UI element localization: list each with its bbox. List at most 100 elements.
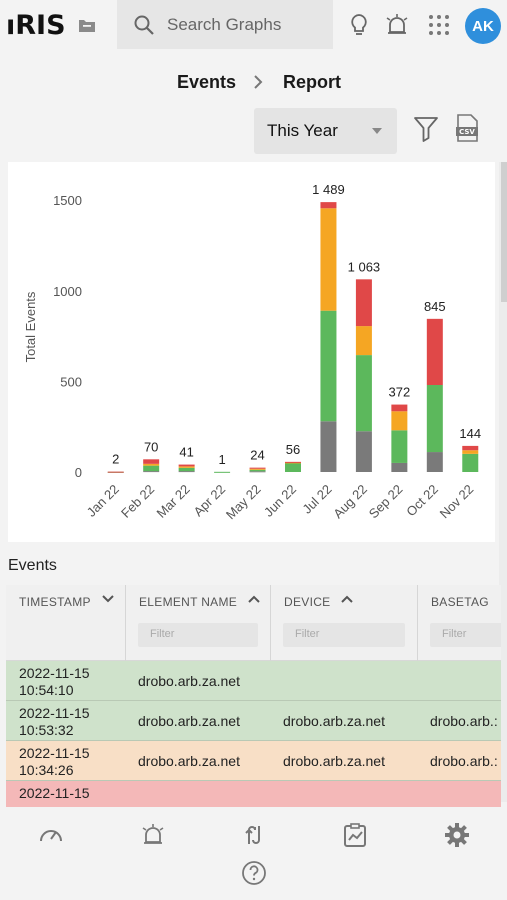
bar-segment [285,462,301,472]
element-name-cell: drobo.arb.za.net [138,753,240,769]
bar-segment [462,450,479,454]
x-tick-label: Sep 22 [366,482,406,522]
chevron-up-icon[interactable] [248,594,260,604]
y-tick-label: 0 [75,465,82,480]
bar-total-label: 24 [250,448,264,463]
basetag-filter[interactable]: Filter [430,623,501,647]
bar-segment [249,467,266,469]
period-value: This Year [267,121,338,140]
dashboard-gauge-icon[interactable] [38,822,64,848]
scrollbar-thumb[interactable] [501,162,507,302]
timestamp-date: 2022-11-15 [19,785,90,801]
bar-segment [143,463,160,466]
bar-total-label: 2 [112,452,119,467]
chevron-right-icon [254,75,263,89]
x-tick-label: Jul 22 [299,482,334,517]
timestamp-date: 2022-11-15 [19,705,90,721]
bar-segment [426,385,443,453]
search-placeholder: Search Graphs [167,15,282,34]
bar-segment [143,459,160,464]
bar-segment [178,467,195,472]
bar-total-label: 1 489 [312,182,345,197]
device-filter[interactable]: Filter [283,623,405,647]
filter-icon[interactable] [413,115,439,143]
chevron-up-icon[interactable] [341,594,353,604]
bar-segment [355,431,372,472]
table-header: TIMESTAMP ELEMENT NAME Filter DEVICE Fil… [6,585,501,661]
bar-segment [285,461,301,463]
bar-total-label: 70 [144,439,158,454]
timestamp-date: 2022-11-15 [19,665,90,681]
bar-total-label: 144 [459,426,481,441]
bar-segment [320,202,337,209]
column-title: TIMESTAMP [19,595,91,609]
bar-total-label: 56 [286,442,300,457]
help-icon[interactable] [241,860,267,886]
period-select[interactable]: This Year [254,108,397,154]
timestamp-time: 10:54:10 [19,682,74,698]
folder-icon[interactable] [77,15,97,35]
x-tick-label: Aug 22 [330,482,370,522]
bar-segment [391,404,408,412]
bar-segment [214,471,231,473]
timestamp-time: 10:53:32 [19,722,74,738]
column-element-name[interactable]: ELEMENT NAME Filter [126,585,271,661]
breadcrumb-events[interactable]: Events [177,72,237,92]
y-axis-label: Total Events [23,291,38,362]
x-tick-label: May 22 [223,482,264,523]
column-basetag[interactable]: BASETAG Filter [418,585,501,661]
column-title: ELEMENT NAME [139,595,238,609]
bar-segment [178,466,195,468]
bar-total-label: 41 [179,445,193,460]
bar-segment [320,310,337,422]
table-row[interactable]: 2022-11-15 [6,781,501,807]
column-title: BASETAG [431,595,489,609]
element-name-cell: drobo.arb.za.net [138,713,240,729]
column-timestamp[interactable]: TIMESTAMP [6,585,126,661]
column-device[interactable]: DEVICE Filter [271,585,418,661]
chevron-down-icon[interactable] [102,594,114,604]
basetag-cell: drobo.arb.: [430,713,498,729]
events-bar-chart: 0 500 1000 1500 Total Events 2 Jan 22 70 Feb 22 4… [23,182,481,523]
bar-total-label: 372 [389,385,411,400]
apps-grid-icon[interactable] [426,12,452,38]
x-tick-label: Jun 22 [261,482,299,520]
bar-segment [426,452,443,472]
table-row[interactable]: 2022-11-15 10:53:32 drobo.arb.za.net drobo.… [6,701,501,741]
bar-segment [143,465,160,472]
alarm-icon[interactable] [384,12,410,38]
iris-logo[interactable]: ıRIS [6,10,66,41]
bar-segment [355,279,372,327]
basetag-cell: drobo.arb.: [430,753,498,769]
bar-segment [143,471,160,473]
user-avatar[interactable]: AK [465,8,501,44]
x-tick-label: Nov 22 [437,482,477,522]
bar-segment [355,355,372,432]
events-table: TIMESTAMP ELEMENT NAME Filter DEVICE Fil… [6,585,501,807]
caret-down-icon [372,128,382,134]
table-row[interactable]: 2022-11-15 10:34:26 drobo.arb.za.net drobo.… [6,741,501,781]
device-cell: drobo.arb.za.net [283,753,385,769]
y-tick-label: 500 [60,374,82,389]
csv-export-icon[interactable]: CSV [455,113,479,143]
element-name-filter[interactable]: Filter [138,623,258,647]
alarm-icon[interactable] [140,822,166,848]
events-chart: 0 500 1000 1500 Total Events 2 Jan 22 70 Feb 22 4… [8,162,495,542]
x-tick-label: Jan 22 [84,482,122,520]
bar-segment [249,469,266,472]
flows-icon[interactable] [241,822,267,848]
events-section-title: Events [8,557,57,574]
scrollbar-track[interactable] [499,162,507,802]
filter-placeholder: Filter [295,628,320,640]
filter-placeholder: Filter [150,628,175,640]
table-row[interactable]: 2022-11-15 10:54:10 drobo.arb.za.net [6,661,501,701]
bar-segment [285,462,301,464]
reports-icon[interactable] [342,822,368,848]
search-bar[interactable]: Search Graphs [117,0,333,49]
x-tick-label: Mar 22 [154,482,193,521]
x-tick-label: Feb 22 [118,482,157,521]
bar-segment [462,445,479,451]
filter-placeholder: Filter [442,628,467,640]
lightbulb-icon[interactable] [346,12,372,38]
gear-icon[interactable] [444,822,470,848]
